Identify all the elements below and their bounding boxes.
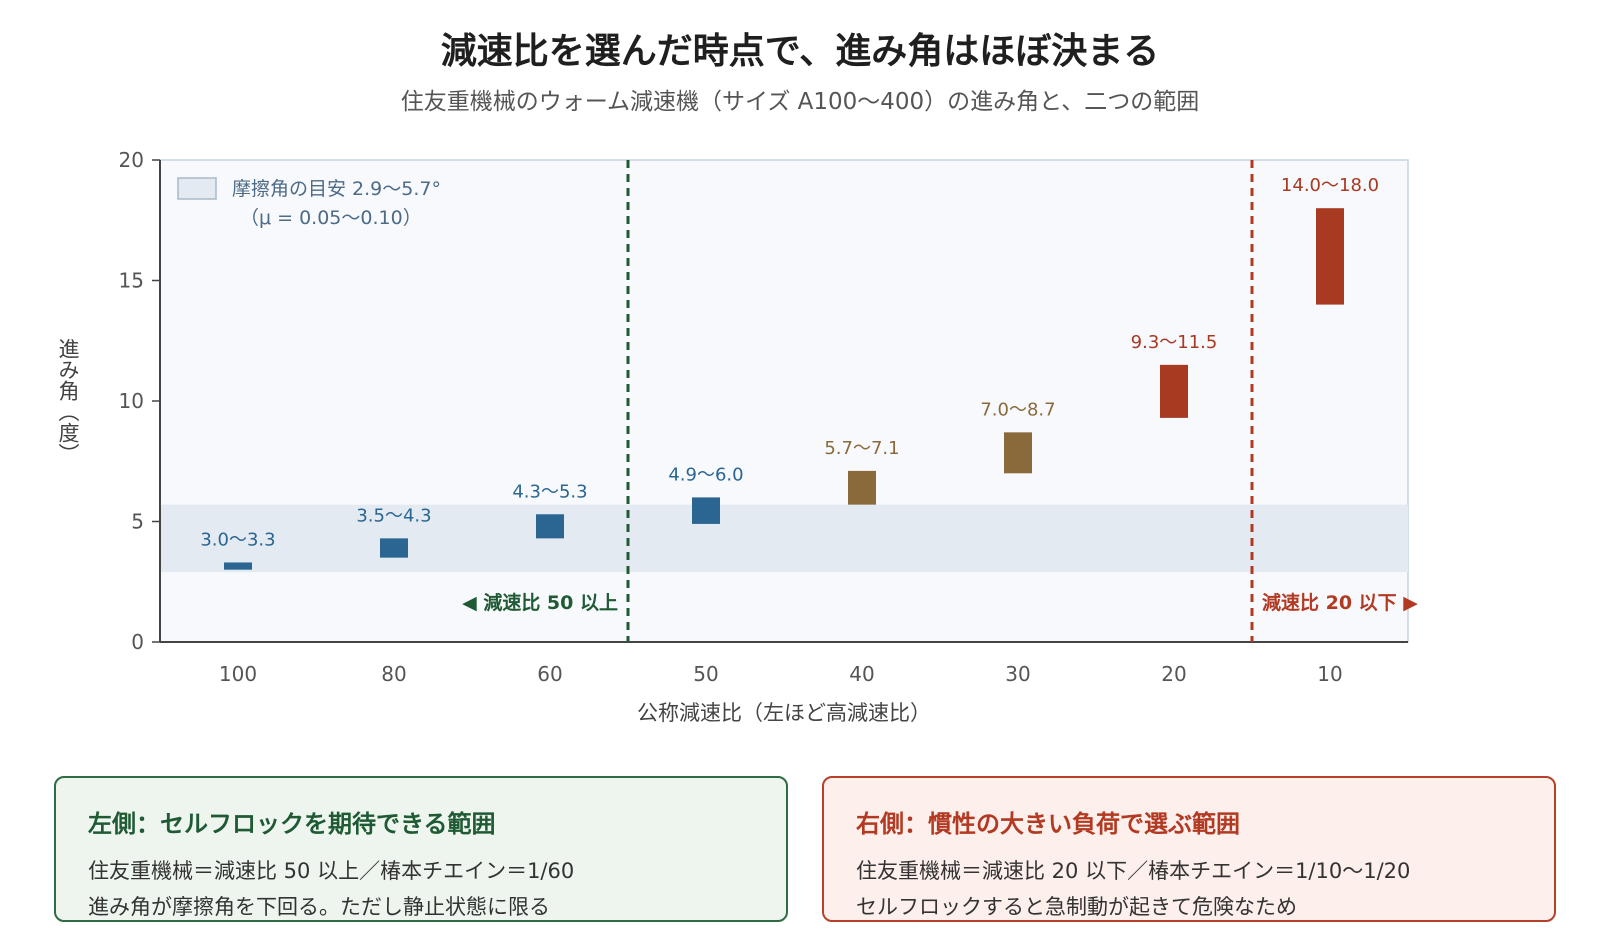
x-tick-label: 60 <box>537 662 562 686</box>
lead-angle-range-bar <box>224 562 252 570</box>
x-axis-label: 公称減速比（左ほど高減速比） <box>637 701 931 725</box>
range-value-label: 5.7〜7.1 <box>824 438 899 459</box>
legend-note: （μ = 0.05〜0.10） <box>240 207 422 229</box>
x-tick-label: 40 <box>849 662 874 686</box>
range-value-label: 3.5〜4.3 <box>356 505 431 526</box>
lead-angle-range-bar <box>1316 208 1344 305</box>
inertia-card-title: 右側：慣性の大きい負荷で選ぶ範囲 <box>856 810 1240 838</box>
legend-label: 摩擦角の目安 2.9〜5.7° <box>232 178 441 200</box>
lead-angle-range-bar <box>536 514 564 539</box>
inertia-card-line1: 住友重機械＝減速比 20 以下／椿本チエイン＝1/10〜1/20 <box>856 859 1411 883</box>
self-lock-card-line2: 進み角が摩擦角を下回る。ただし静止状態に限る <box>88 895 550 919</box>
range-divider-label: ◀ 減速比 50 以上 <box>462 591 618 614</box>
lead-angle-range-bar <box>380 538 408 558</box>
range-value-label: 4.9〜6.0 <box>668 464 743 485</box>
self-lock-range-card: 左側：セルフロックを期待できる範囲 住友重機械＝減速比 50 以上／椿本チエイン… <box>54 776 788 922</box>
y-tick-label: 10 <box>119 389 144 413</box>
y-axis-label: 進み角（度） <box>56 338 80 464</box>
friction-angle-band <box>160 504 1408 573</box>
y-tick-label: 15 <box>119 269 144 293</box>
self-lock-card-line1: 住友重機械＝減速比 50 以上／椿本チエイン＝1/60 <box>88 859 575 883</box>
inertia-load-range-card: 右側：慣性の大きい負荷で選ぶ範囲 住友重機械＝減速比 20 以下／椿本チエイン＝… <box>822 776 1556 922</box>
range-value-label: 7.0〜8.7 <box>980 399 1055 420</box>
range-value-label: 14.0〜18.0 <box>1281 175 1379 196</box>
range-value-label: 3.0〜3.3 <box>200 529 275 550</box>
chart-subtitle: 住友重機械のウォーム減速機（サイズ A100〜400）の進み角と、二つの範囲 <box>400 89 1200 115</box>
y-tick-label: 5 <box>131 510 144 534</box>
x-tick-label: 20 <box>1161 662 1186 686</box>
chart-title: 減速比を選んだ時点で、進み角はほぼ決まる <box>440 31 1160 72</box>
range-value-label: 9.3〜11.5 <box>1131 332 1218 353</box>
legend-swatch <box>177 177 217 200</box>
x-tick-label: 10 <box>1317 662 1342 686</box>
range-divider-label: 減速比 20 以下 ▶ <box>1262 591 1418 614</box>
lead-angle-range-bar <box>1160 364 1188 418</box>
lead-angle-range-bar <box>848 470 876 505</box>
y-tick-label: 0 <box>131 630 144 654</box>
inertia-card-line2: セルフロックすると急制動が起きて危険なため <box>856 895 1297 919</box>
x-tick-label: 80 <box>381 662 406 686</box>
x-tick-label: 50 <box>693 662 718 686</box>
lead-angle-range-bar <box>1004 432 1032 474</box>
y-tick-label: 20 <box>119 148 144 172</box>
range-value-label: 4.3〜5.3 <box>512 481 587 502</box>
self-lock-card-title: 左側：セルフロックを期待できる範囲 <box>88 810 496 838</box>
lead-angle-chart: 0 5 10 15 20 100 80 60 50 40 30 20 10 公称減速比（左ほど高減速比） 進… <box>56 148 1418 725</box>
x-tick-label: 100 <box>219 662 257 686</box>
lead-angle-range-bar <box>692 497 720 524</box>
x-tick-label: 30 <box>1005 662 1030 686</box>
